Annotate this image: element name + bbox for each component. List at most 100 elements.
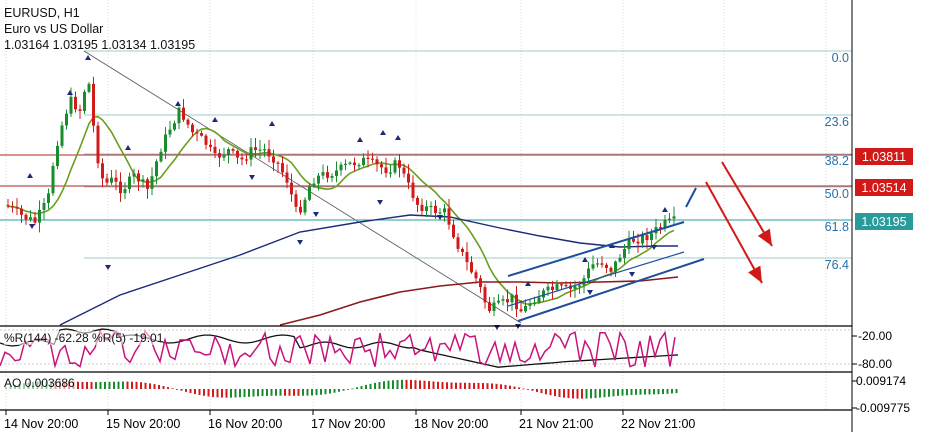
candle-body xyxy=(501,299,505,301)
candle-body xyxy=(236,150,239,158)
ao-bar xyxy=(536,389,538,392)
candle-body xyxy=(168,129,172,135)
ao-bar xyxy=(338,389,340,392)
candle-body xyxy=(528,303,532,306)
candle-body xyxy=(384,167,388,174)
ao-bar xyxy=(320,389,322,395)
ao-bar xyxy=(482,383,484,389)
candle-body xyxy=(573,286,577,289)
candle-body xyxy=(155,161,158,177)
candle-body xyxy=(659,227,662,229)
ao-bar xyxy=(284,389,286,396)
channel-middle-line xyxy=(507,251,685,307)
ao-bar xyxy=(509,385,511,389)
ohlc-label: 1.03164 1.03195 1.03134 1.03195 xyxy=(4,38,196,52)
ao-bar xyxy=(77,381,79,389)
candle-body xyxy=(209,144,212,147)
awesome-oscillator-pane xyxy=(5,379,678,399)
candle-body xyxy=(537,297,541,303)
candle-body xyxy=(335,170,338,176)
ao-bar xyxy=(329,389,331,394)
ao-bar xyxy=(455,382,457,389)
ao-bar xyxy=(554,389,556,397)
candle-body xyxy=(551,286,554,291)
time-axis: 14 Nov 20:00 15 Nov 20:00 16 Nov 20:00 17 N… xyxy=(4,410,695,431)
symbol-label: EURUSD, H1 xyxy=(4,6,80,20)
fib-level-label: 38.2 xyxy=(825,154,849,168)
ao-bar xyxy=(252,389,255,397)
candle-body xyxy=(60,125,64,146)
candle-body xyxy=(402,167,406,174)
candle-body xyxy=(510,294,514,303)
ao-bar xyxy=(293,389,295,396)
candle-body xyxy=(182,107,185,120)
candle-body xyxy=(546,286,550,291)
candle-body xyxy=(173,123,176,130)
forecast-arrows xyxy=(705,161,773,284)
ao-bar xyxy=(405,379,408,389)
candle-body xyxy=(447,208,451,225)
fractal-up-marker xyxy=(125,145,131,150)
ao-bar xyxy=(527,389,529,390)
forecast-arrow-head xyxy=(757,228,772,246)
ao-bar xyxy=(581,389,583,399)
ao-bar xyxy=(504,384,507,389)
candle-body xyxy=(231,149,235,151)
candle-body xyxy=(483,287,487,303)
candle-body xyxy=(348,162,352,164)
candle-body xyxy=(263,149,266,151)
candle-body xyxy=(461,248,464,252)
candlesticks xyxy=(6,76,676,318)
ao-bar xyxy=(635,389,637,395)
ao-bar xyxy=(437,381,439,389)
ao-bar xyxy=(513,386,516,389)
ao-bar xyxy=(446,382,448,389)
candle-body xyxy=(362,157,365,166)
ao-bar xyxy=(351,388,354,390)
candle-body xyxy=(272,156,275,163)
candle-body xyxy=(560,284,563,286)
ao-bar xyxy=(158,385,160,389)
fractal-down-marker xyxy=(629,272,635,277)
channel-lower-line xyxy=(517,258,705,322)
ao-bar xyxy=(545,389,547,395)
ao-bar xyxy=(477,382,480,389)
fractal-up-marker xyxy=(269,121,275,126)
candle-body xyxy=(672,216,676,219)
candle-body xyxy=(191,124,194,133)
ao-bar xyxy=(644,389,646,395)
price-tag-label: 1.03195 xyxy=(861,215,906,229)
wpr-axis-label: -20.00 xyxy=(858,329,892,343)
price-tag-box xyxy=(855,213,913,230)
candle-body xyxy=(204,135,208,145)
ao-bar xyxy=(117,381,120,389)
ao-bar xyxy=(347,389,349,390)
ao-bar xyxy=(387,380,390,389)
wpr144-line xyxy=(0,328,679,368)
ao-bar xyxy=(608,389,610,397)
ma-fast-line xyxy=(7,115,675,305)
candle-body xyxy=(641,235,644,244)
candle-body xyxy=(524,305,527,312)
candle-body xyxy=(299,206,302,213)
fractal-down-marker xyxy=(587,290,593,295)
fractal-up-marker xyxy=(582,257,588,262)
candle-body xyxy=(294,194,298,207)
candle-body xyxy=(344,163,347,166)
ao-bar xyxy=(135,381,138,389)
candle-body xyxy=(218,153,221,158)
ao-bar xyxy=(221,389,223,398)
candle-body xyxy=(11,206,14,208)
ao-bar xyxy=(585,389,588,399)
ao-bar xyxy=(90,382,93,389)
ao-bar xyxy=(306,389,309,396)
description-label: Euro vs US Dollar xyxy=(4,22,104,36)
ao-bar xyxy=(428,381,430,389)
ao-bar xyxy=(257,389,259,397)
fractal-up-marker xyxy=(662,207,668,212)
candle-body xyxy=(578,285,581,287)
ao-bar xyxy=(342,389,345,391)
ao-bar xyxy=(189,389,192,393)
